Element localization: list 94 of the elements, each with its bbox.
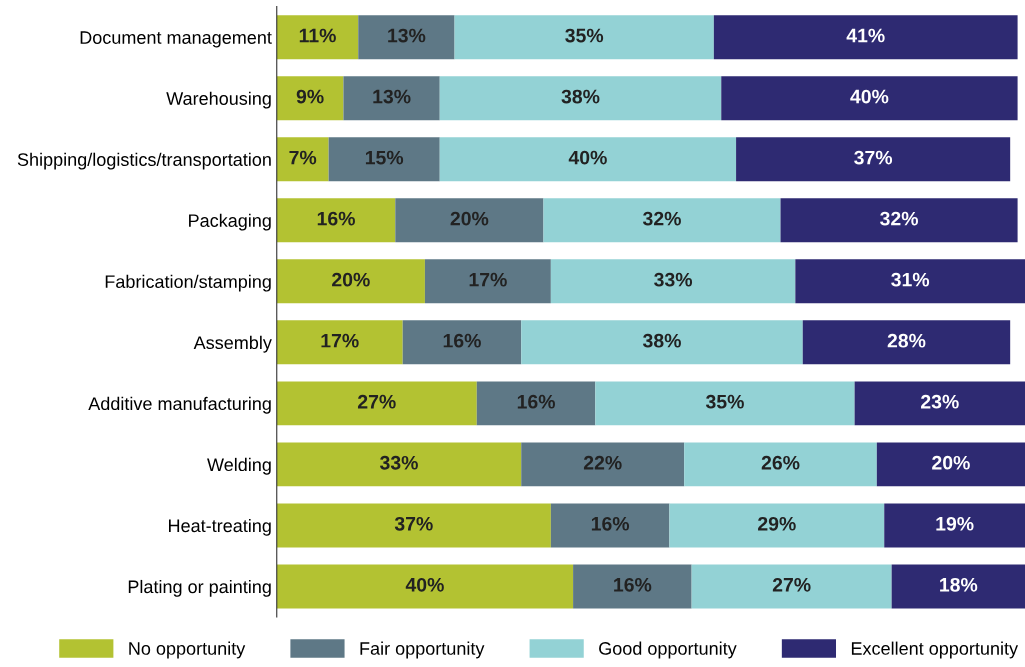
bar — [684, 442, 877, 487]
data-label: 18% — [940, 577, 978, 592]
data-label: 40% — [405, 577, 444, 592]
bar — [476, 381, 596, 426]
data-label: 35% — [705, 394, 744, 409]
data-label: 26% — [761, 455, 800, 470]
data-label: 23% — [921, 394, 959, 409]
data-label: 16% — [317, 211, 355, 226]
y-tick-label: Welding — [207, 457, 271, 475]
bar — [595, 381, 855, 426]
bar — [276, 137, 329, 182]
legend-label: Fair opportunity — [360, 641, 485, 659]
y-tick-label: Additive manufacturing — [88, 396, 271, 414]
bar — [691, 564, 892, 609]
bar — [891, 564, 1025, 609]
bar — [521, 320, 803, 365]
data-label: 40% — [850, 89, 889, 104]
bar — [454, 15, 714, 60]
bar — [402, 320, 522, 365]
bar — [439, 76, 722, 121]
data-label: 38% — [642, 333, 681, 348]
data-label: 16% — [443, 333, 481, 348]
bar — [543, 198, 781, 243]
data-label: 27% — [772, 577, 811, 592]
data-label: 40% — [568, 150, 607, 165]
data-label: 13% — [388, 28, 426, 43]
y-tick-label: Fabrication/stamping — [105, 274, 271, 292]
data-label: 33% — [654, 272, 693, 287]
bar — [713, 15, 1018, 60]
bar — [276, 503, 551, 548]
bar — [573, 564, 692, 609]
bar — [780, 198, 1018, 243]
bar — [521, 442, 685, 487]
data-label: 33% — [379, 455, 418, 470]
bar — [276, 259, 425, 304]
bar — [276, 76, 344, 121]
data-label: 9% — [296, 89, 324, 104]
bar — [424, 259, 551, 304]
data-label: 20% — [450, 211, 489, 226]
bar — [550, 503, 670, 548]
bar — [395, 198, 544, 243]
legend-label: Excellent opportunity — [851, 641, 1019, 659]
bar — [276, 381, 477, 426]
bar — [439, 137, 737, 182]
data-label: 27% — [357, 394, 396, 409]
data-label: 7% — [289, 150, 317, 165]
data-label: 37% — [394, 516, 433, 531]
y-tick-label: Plating or painting — [128, 579, 271, 597]
legend-label: No opportunity — [129, 641, 246, 659]
bar — [358, 15, 455, 60]
data-label: 29% — [758, 516, 796, 531]
bar — [884, 503, 1025, 548]
bar — [343, 76, 440, 121]
y-tick-label: Assembly — [193, 335, 272, 353]
y-tick-label: Warehousing — [166, 91, 271, 109]
bar — [276, 198, 396, 243]
bar — [736, 137, 1011, 182]
bar — [876, 442, 1025, 487]
data-label: 31% — [891, 272, 930, 287]
data-label: 38% — [561, 89, 600, 104]
data-label: 22% — [583, 455, 622, 470]
data-label: 28% — [887, 333, 926, 348]
data-label: 11% — [299, 28, 336, 43]
data-label: 16% — [591, 516, 630, 531]
y-tick-label: Packaging — [189, 213, 271, 231]
data-label: 35% — [565, 28, 604, 43]
data-label: 32% — [880, 211, 918, 226]
legend-label: Good opportunity — [599, 641, 737, 659]
data-label: 37% — [854, 150, 893, 165]
data-label: 16% — [517, 394, 555, 409]
bar — [721, 76, 1018, 121]
bar — [550, 259, 796, 304]
bar — [854, 381, 1025, 426]
data-label: 19% — [936, 516, 974, 531]
bar — [276, 15, 359, 60]
data-label: 13% — [373, 89, 411, 104]
bar — [795, 259, 1025, 304]
data-label: 17% — [469, 272, 507, 287]
y-tick-label: Shipping/logistics/transportation — [17, 152, 271, 170]
bar — [802, 320, 1011, 365]
y-tick-label: Heat-treating — [169, 518, 271, 536]
bar — [276, 564, 574, 609]
bar — [276, 442, 522, 487]
data-label: 20% — [332, 272, 370, 287]
data-label: 41% — [846, 28, 885, 43]
y-tick-label: Document management — [80, 31, 272, 48]
data-label: 15% — [365, 150, 404, 165]
data-label: 20% — [932, 455, 970, 470]
data-label: 16% — [614, 577, 652, 592]
bar — [328, 137, 440, 182]
data-label: 17% — [321, 333, 359, 348]
bar — [276, 320, 403, 365]
data-label: 32% — [642, 211, 681, 226]
bar — [669, 503, 885, 548]
